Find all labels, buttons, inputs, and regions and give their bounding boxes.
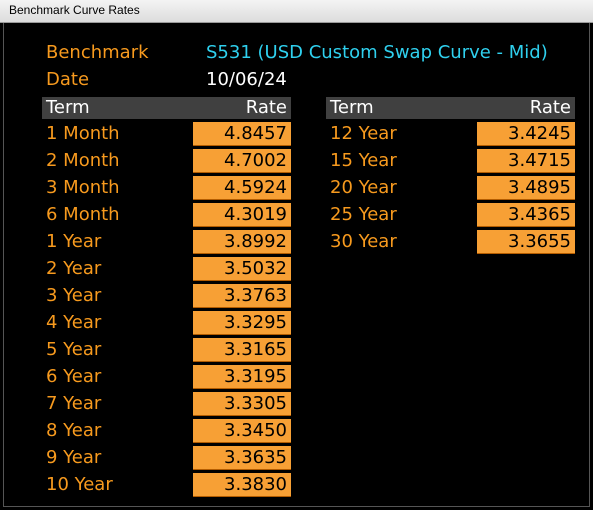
term-label: 6 Year: [46, 366, 102, 387]
term-label: 30 Year: [330, 231, 397, 252]
term-label: 3 Year: [46, 285, 102, 306]
window-frame: [3, 23, 590, 507]
rate-cell[interactable]: 3.4245: [477, 122, 575, 146]
rate-cell[interactable]: 3.4895: [477, 176, 575, 200]
table-row[interactable]: 12 Year 3.4245: [326, 121, 575, 148]
term-column-header: Term: [330, 97, 374, 118]
term-label: 20 Year: [330, 177, 397, 198]
rate-cell[interactable]: 4.7002: [193, 149, 291, 173]
rate-cell[interactable]: 3.3195: [193, 365, 291, 389]
term-label: 7 Year: [46, 393, 102, 414]
table-row[interactable]: 3 Month 4.5924: [42, 175, 291, 202]
benchmark-label: Benchmark: [46, 42, 149, 63]
rate-column-header: Rate: [529, 97, 571, 118]
rate-cell[interactable]: 3.3655: [477, 230, 575, 254]
rate-cell[interactable]: 3.3295: [193, 311, 291, 335]
term-label: 2 Month: [46, 150, 120, 171]
rate-column-header: Rate: [245, 97, 287, 118]
rate-cell[interactable]: 4.8457: [193, 122, 291, 146]
rate-cell[interactable]: 3.4365: [477, 203, 575, 227]
rate-cell[interactable]: 4.5924: [193, 176, 291, 200]
table-row[interactable]: 7 Year 3.3305: [42, 391, 291, 418]
table-row[interactable]: 15 Year 3.4715: [326, 148, 575, 175]
rate-cell[interactable]: 3.3763: [193, 284, 291, 308]
table-row[interactable]: 8 Year 3.3450: [42, 418, 291, 445]
window-title: Benchmark Curve Rates: [9, 3, 140, 17]
table-row[interactable]: 25 Year 3.4365: [326, 202, 575, 229]
table-row[interactable]: 3 Year 3.3763: [42, 283, 291, 310]
term-label: 5 Year: [46, 339, 102, 360]
rate-cell[interactable]: 3.3635: [193, 446, 291, 470]
rate-cell[interactable]: 4.3019: [193, 203, 291, 227]
rate-cell[interactable]: 3.3165: [193, 338, 291, 362]
left-column-header: Term Rate: [42, 97, 291, 119]
table-row[interactable]: 30 Year 3.3655: [326, 229, 575, 256]
right-rate-table: 12 Year 3.4245 15 Year 3.4715 20 Year 3.489…: [326, 121, 575, 256]
term-label: 10 Year: [46, 474, 113, 495]
term-label: 2 Year: [46, 258, 102, 279]
term-label: 25 Year: [330, 204, 397, 225]
rate-cell[interactable]: 3.3305: [193, 392, 291, 416]
term-label: 15 Year: [330, 150, 397, 171]
title-bar[interactable]: Benchmark Curve Rates: [0, 0, 593, 23]
table-row[interactable]: 10 Year 3.3830: [42, 472, 291, 499]
table-row[interactable]: 4 Year 3.3295: [42, 310, 291, 337]
term-label: 8 Year: [46, 420, 102, 441]
table-row[interactable]: 6 Month 4.3019: [42, 202, 291, 229]
table-row[interactable]: 1 Year 3.8992: [42, 229, 291, 256]
term-label: 6 Month: [46, 204, 120, 225]
rate-cell[interactable]: 3.5032: [193, 257, 291, 281]
rate-cell[interactable]: 3.3450: [193, 419, 291, 443]
table-row[interactable]: 5 Year 3.3165: [42, 337, 291, 364]
table-row[interactable]: 20 Year 3.4895: [326, 175, 575, 202]
table-row[interactable]: 6 Year 3.3195: [42, 364, 291, 391]
term-label: 1 Month: [46, 123, 120, 144]
table-row[interactable]: 2 Month 4.7002: [42, 148, 291, 175]
date-label: Date: [46, 69, 90, 90]
right-column-header: Term Rate: [326, 97, 575, 119]
benchmark-value: S531 (USD Custom Swap Curve - Mid): [206, 42, 548, 63]
date-value: 10/06/24: [206, 69, 287, 90]
term-label: 4 Year: [46, 312, 102, 333]
term-label: 1 Year: [46, 231, 102, 252]
term-label: 3 Month: [46, 177, 120, 198]
term-label: 12 Year: [330, 123, 397, 144]
rate-cell[interactable]: 3.3830: [193, 473, 291, 497]
left-rate-table: 1 Month 4.8457 2 Month 4.7002 3 Month 4.592…: [42, 121, 291, 499]
rate-cell[interactable]: 3.4715: [477, 149, 575, 173]
rate-cell[interactable]: 3.8992: [193, 230, 291, 254]
term-label: 9 Year: [46, 447, 102, 468]
table-row[interactable]: 2 Year 3.5032: [42, 256, 291, 283]
table-row[interactable]: 1 Month 4.8457: [42, 121, 291, 148]
term-column-header: Term: [46, 97, 90, 118]
table-row[interactable]: 9 Year 3.3635: [42, 445, 291, 472]
